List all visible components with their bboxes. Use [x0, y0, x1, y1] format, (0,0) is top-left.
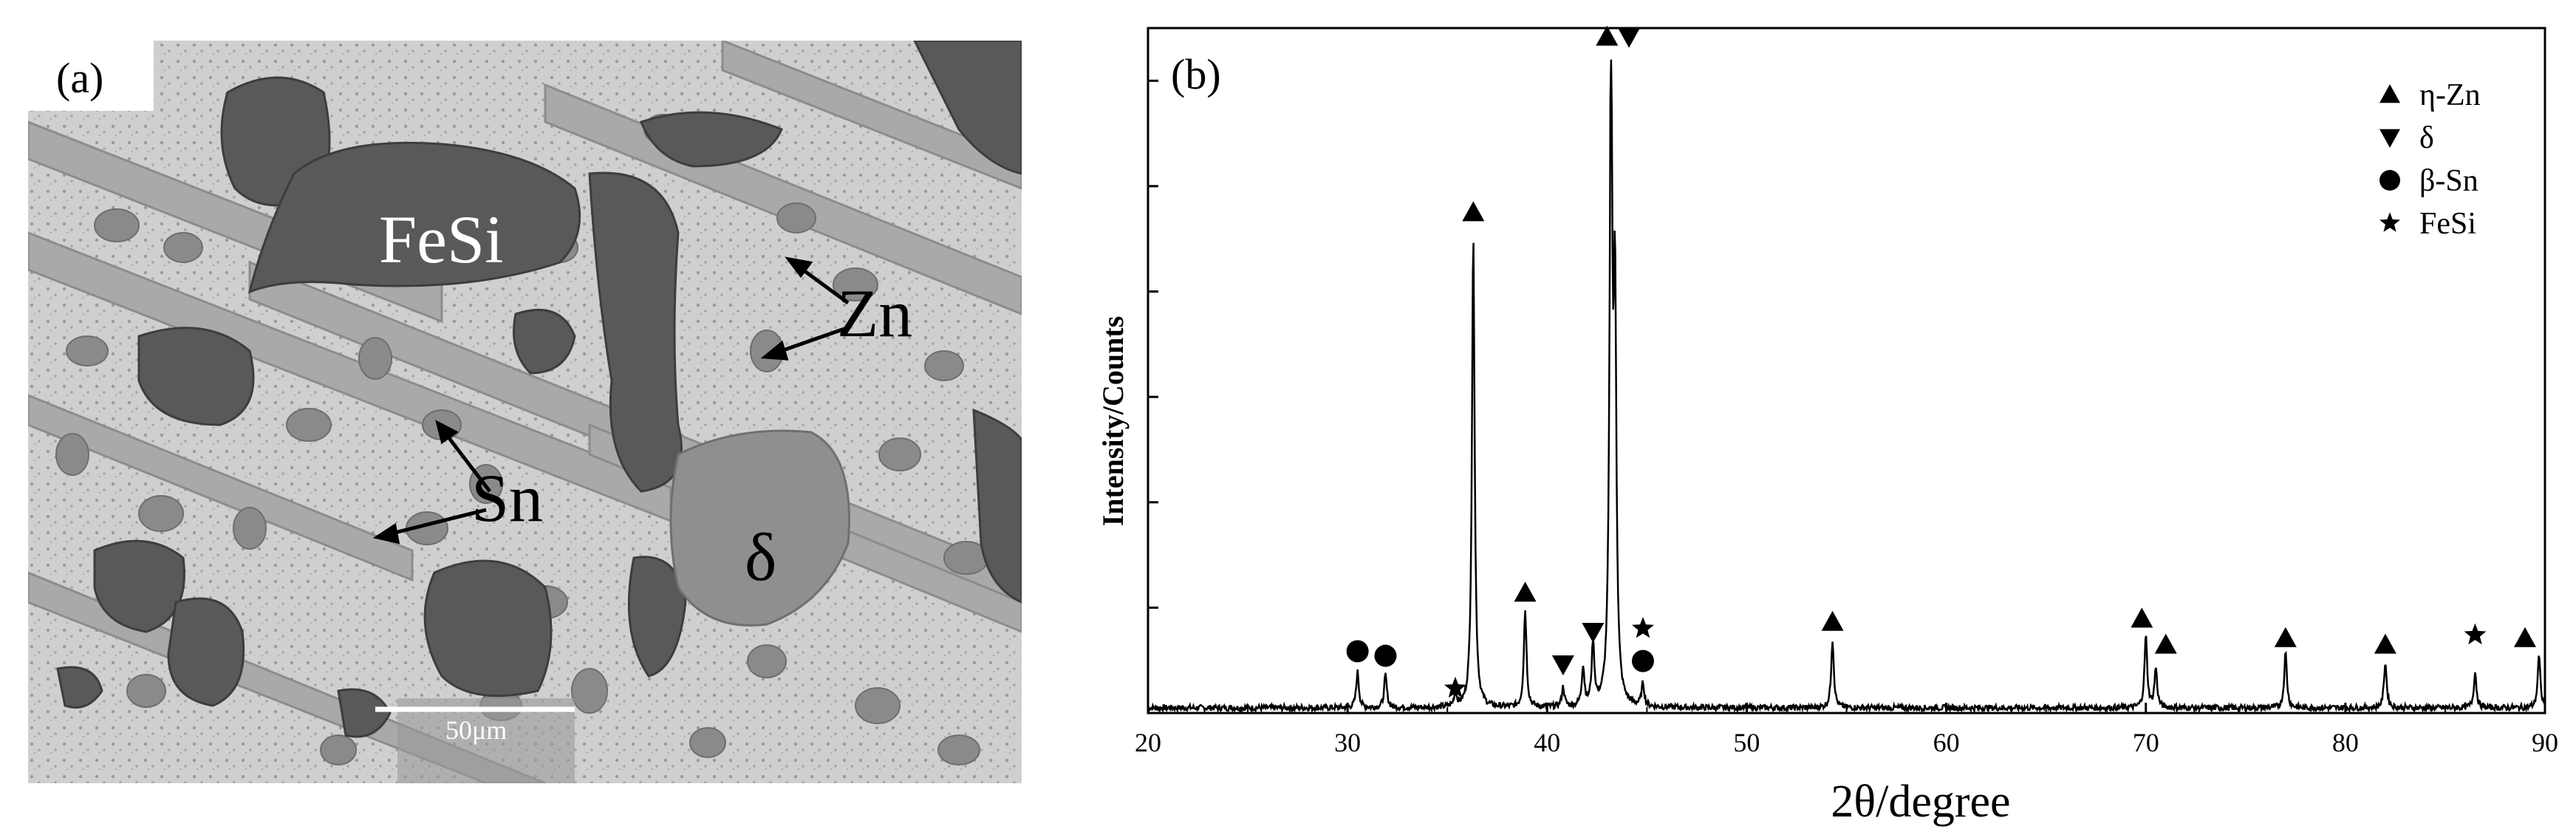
x-tick-label: 60 [1933, 728, 1960, 757]
triangle-up-marker [1596, 25, 1619, 46]
panel-b-label: (b) [1171, 50, 1221, 98]
triangle-up-marker [1462, 201, 1485, 222]
x-tick-label: 80 [2332, 728, 2359, 757]
triangle-up-marker [2374, 633, 2396, 654]
triangle-up-marker [2274, 627, 2297, 647]
legend-label: FeSi [2419, 207, 2476, 241]
star-marker [1632, 616, 1654, 638]
triangle-up-marker [2379, 84, 2400, 103]
plot-border [1147, 27, 2546, 715]
xrd-chart: 20 30 40 50 60 70 80 90 η-Zn δ β-Sn FeSi (b) 2θ/de… [1096, 25, 2558, 827]
scale-bar-panel [397, 698, 575, 783]
y-axis-ticks [1148, 79, 1158, 609]
label-delta: δ [745, 519, 776, 595]
circle-marker [1374, 644, 1397, 667]
x-tick-label: 30 [1334, 728, 1361, 757]
sem-delta-phase [669, 429, 850, 627]
label-zn: Zn [837, 276, 912, 351]
x-tick-label: 40 [1534, 728, 1560, 757]
x-tick-label: 70 [2133, 728, 2159, 757]
triangle-down-marker [1618, 27, 1641, 48]
legend-label: η-Zn [2419, 78, 2481, 112]
label-arrows [372, 256, 850, 545]
label-fesi: FeSi [379, 202, 504, 277]
sem-dark-phases [56, 41, 1022, 738]
plot-frame [1147, 27, 2546, 715]
y-axis-label: Intensity/Counts [1096, 316, 1130, 527]
label-sn: Sn [471, 460, 543, 536]
circle-marker [1631, 649, 1654, 672]
panel-a-label: (a) [56, 54, 103, 102]
triangle-up-marker [2513, 627, 2536, 647]
scale-bar-label: 50μm [445, 715, 507, 745]
star-marker [1444, 676, 1466, 698]
x-axis-label: 2θ/degree [1831, 777, 2010, 827]
triangle-down-marker [1582, 623, 1605, 643]
legend: η-Zn δ β-Sn FeSi [2379, 78, 2481, 241]
sem-micrograph: (a) FeSi Zn Sn δ 50μm [28, 41, 1022, 783]
triangle-down-marker [2379, 129, 2400, 148]
x-tick-label: 50 [1733, 728, 1760, 757]
panel-a-label-box [28, 41, 154, 111]
xrd-spectrum-group [1147, 59, 2546, 715]
x-axis-ticks: 20 30 40 50 60 70 80 90 [1135, 703, 2558, 757]
circle-marker [2379, 170, 2400, 191]
triangle-up-marker [1821, 610, 1844, 631]
circle-marker [1346, 640, 1369, 663]
star-marker [2464, 623, 2487, 645]
xrd-spectrum-line [1147, 59, 2546, 715]
x-tick-label: 90 [2532, 728, 2558, 757]
triangle-up-marker [2154, 633, 2177, 654]
triangle-up-marker [2131, 607, 2153, 628]
x-tick-label: 20 [1135, 728, 1161, 757]
triangle-up-marker [1514, 582, 1537, 602]
legend-label: δ [2419, 121, 2434, 155]
peak-markers [1346, 25, 2536, 698]
triangle-down-marker [1551, 655, 1574, 675]
star-marker [2379, 212, 2400, 232]
legend-label: β-Sn [2419, 164, 2478, 198]
